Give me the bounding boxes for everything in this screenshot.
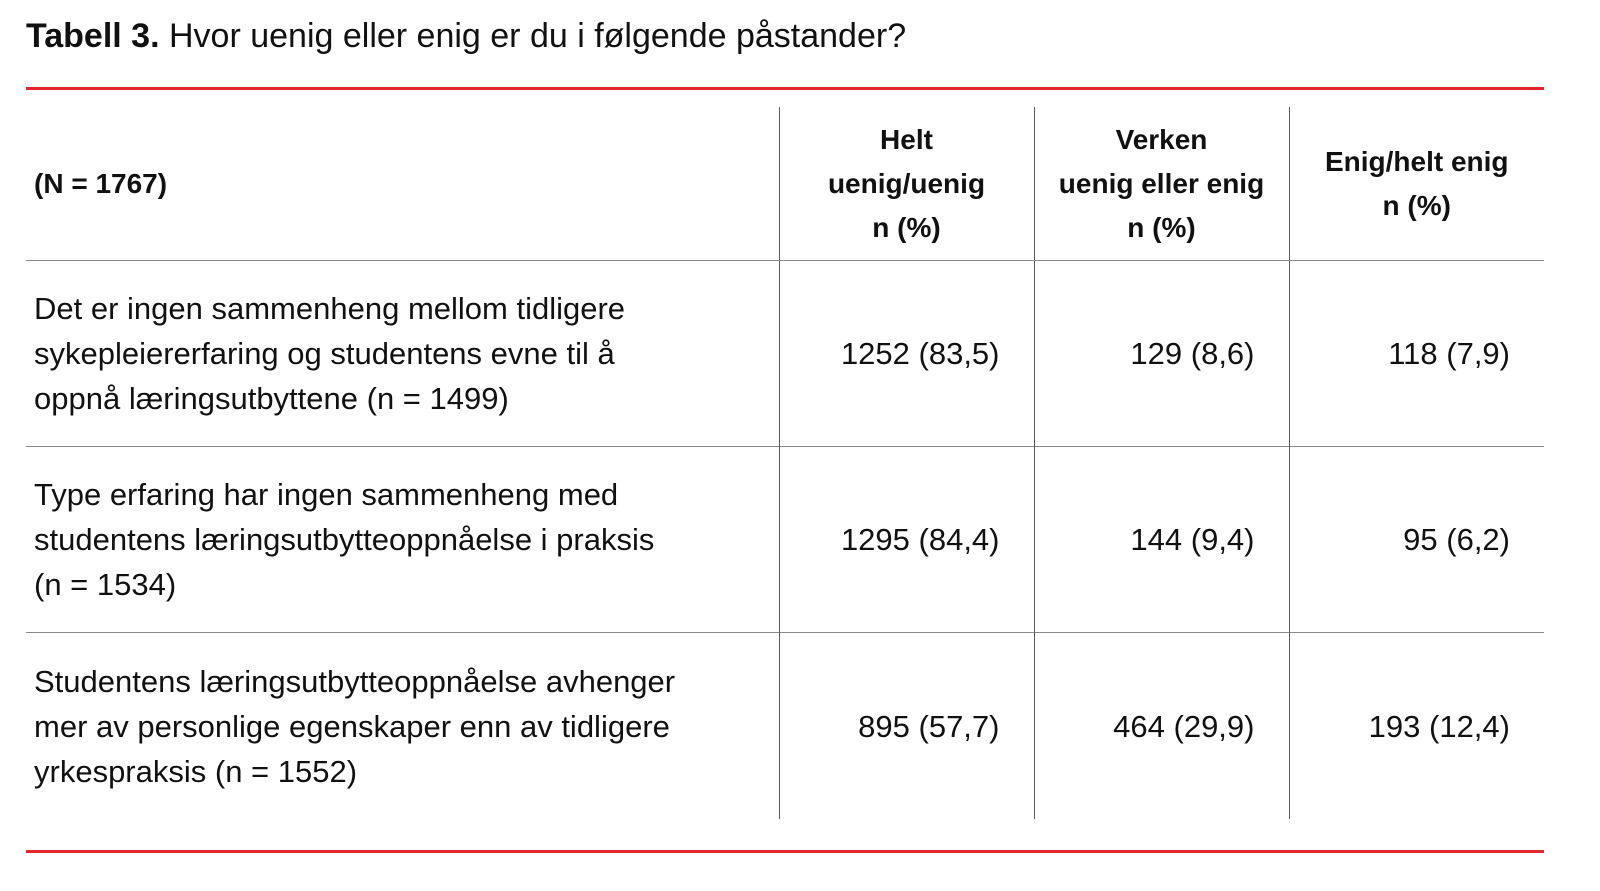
disagree-value: 1295 (84,4) xyxy=(778,446,1034,633)
statement-cell: Type erfaring har ingen sammenheng med s… xyxy=(26,446,779,633)
statement-cell: Det er ingen sammenheng mellom tidligere… xyxy=(26,261,779,447)
neutral-value: 144 (9,4) xyxy=(1033,446,1289,633)
statement-line: yrkespraksis (n = 1552) xyxy=(34,753,358,789)
header-line: n (%) xyxy=(1127,211,1196,243)
bottom-red-rule xyxy=(26,850,1544,853)
table-row: Studentens læringsutbytteoppnåelse avhen… xyxy=(26,632,1544,819)
statement-line: Type erfaring har ingen sammenheng med xyxy=(34,477,619,512)
agree-value: 95 (6,2) xyxy=(1288,446,1544,633)
disagree-value: 895 (57,7) xyxy=(778,632,1034,819)
neutral-value: 129 (8,6) xyxy=(1033,260,1289,447)
statement-line: (n = 1534) xyxy=(34,567,177,602)
header-line: n (%) xyxy=(1382,189,1451,221)
header-line: Enig/helt enig xyxy=(1324,145,1509,177)
table-row: Det er ingen sammenheng mellom tidligere… xyxy=(26,260,1544,447)
statement-line: Det er ingen sammenheng mellom tidligere xyxy=(34,291,626,326)
top-red-rule xyxy=(26,87,1544,90)
statement-line: studentens læringsutbytteoppnåelse i pra… xyxy=(34,522,655,557)
statement-cell: Studentens læringsutbytteoppnåelse avhen… xyxy=(26,632,779,819)
column-header-neutral: Verken uenig eller enig n (%) xyxy=(1033,107,1289,261)
header-line: Helt xyxy=(880,123,933,155)
disagree-value: 1252 (83,5) xyxy=(778,260,1034,447)
header-line: n (%) xyxy=(872,211,941,243)
neutral-value: 464 (29,9) xyxy=(1033,632,1289,819)
table-number: Tabell 3. xyxy=(26,17,160,55)
header-row: (N = 1767) Helt uenig/uenig n (%) Verken… xyxy=(26,107,1544,261)
survey-table: (N = 1767) Helt uenig/uenig n (%) Verken… xyxy=(26,107,1544,819)
agree-value: 193 (12,4) xyxy=(1288,632,1544,819)
column-header-disagree: Helt uenig/uenig n (%) xyxy=(778,107,1034,261)
table-caption: Hvor uenig eller enig er du i følgende p… xyxy=(168,17,907,55)
statement-line: oppnå læringsutbyttene (n = 1499) xyxy=(34,381,509,416)
agree-value: 118 (7,9) xyxy=(1288,260,1544,447)
statement-line: Studentens læringsutbytteoppnåelse avhen… xyxy=(34,663,676,699)
table-title: Tabell 3. Hvor uenig eller enig er du i … xyxy=(26,14,906,58)
statement-line: sykepleiererfaring og studentens evne ti… xyxy=(34,336,615,371)
header-line: Verken xyxy=(1115,123,1208,155)
sample-size-header: (N = 1767) xyxy=(26,107,779,261)
header-line: uenig/uenig xyxy=(827,167,986,199)
column-header-agree: Enig/helt enig n (%) xyxy=(1288,107,1544,261)
header-line: uenig eller enig xyxy=(1058,167,1265,199)
statement-line: mer av personlige egenskaper enn av tidl… xyxy=(34,708,670,744)
table-row: Type erfaring har ingen sammenheng med s… xyxy=(26,446,1544,633)
